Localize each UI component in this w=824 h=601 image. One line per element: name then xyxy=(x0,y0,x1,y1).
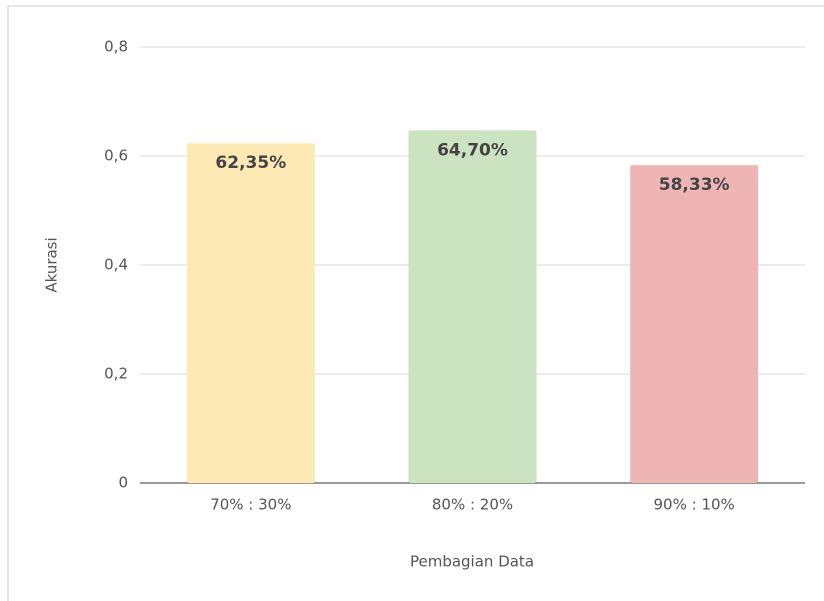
value-label: 58,33% xyxy=(659,175,730,195)
x-tick-label: 90% : 10% xyxy=(654,496,735,514)
bar xyxy=(408,130,537,483)
y-axis-label: Akurasi xyxy=(43,237,61,292)
bar xyxy=(630,165,759,483)
y-tick-label: 0 xyxy=(118,474,128,492)
value-label: 64,70% xyxy=(437,140,508,160)
x-axis-label: Pembagian Data xyxy=(410,553,534,571)
bar xyxy=(186,143,315,483)
y-tick-label: 0,4 xyxy=(104,256,128,274)
y-tick-label: 0,8 xyxy=(104,38,128,56)
value-label: 62,35% xyxy=(215,153,286,173)
y-tick-label: 0,2 xyxy=(104,365,128,383)
x-tick-label: 80% : 20% xyxy=(432,496,513,514)
x-tick-label: 70% : 30% xyxy=(210,496,291,514)
y-tick-label: 0,6 xyxy=(104,147,128,165)
